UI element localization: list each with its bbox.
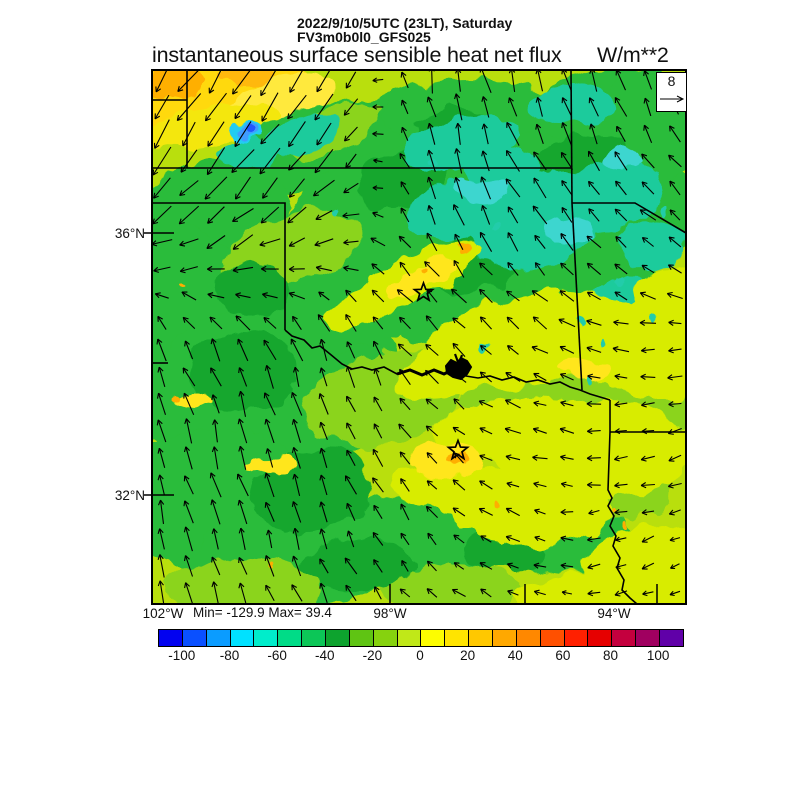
minmax-stats: Min= -129.9 Max= 39.4 [193,605,332,620]
colorbar-tick-label: -100 [168,648,196,663]
lon-label: 98°W [373,606,407,621]
colorbar-segment [469,630,494,646]
colorbar-segment [636,630,661,646]
colorbar-tick-label: -20 [362,648,383,663]
colorbar-segment [564,630,589,646]
colorbar [158,629,684,647]
heatflux-map [144,69,687,605]
colorbar-tick-label: 40 [507,648,523,663]
wind-reference-box: 8 [656,72,687,112]
colorbar-segment [540,630,565,646]
colorbar-segment [445,630,470,646]
colorbar-segment [588,630,613,646]
colorbar-tick-label: -40 [314,648,335,663]
plot-title: instantaneous surface sensible heat net … [152,43,562,67]
colorbar-tick-label: 0 [416,648,424,663]
axis-ticks [144,232,658,604]
colorbar-segment [182,630,207,646]
map-frame [151,69,687,605]
model-name-line: FV3m0b0l0_GFS025 [297,29,431,45]
colorbar-segment [516,630,541,646]
colorbar-segment [349,630,374,646]
colorbar-segment [421,630,446,646]
colorbar-segment [278,630,303,646]
color-field [152,70,686,604]
colorbar-segment [326,630,350,646]
colorbar-tick-label: 20 [460,648,476,663]
lon-label: 102°W [142,606,184,621]
colorbar-tick-label: -60 [267,648,287,663]
colorbar-tick-label: 80 [603,648,619,663]
colorbar-segment [159,630,183,646]
map-canvas [144,69,687,605]
city-star-markers [412,280,470,461]
colorbar-tick-label: -80 [219,648,240,663]
plot-units: W/m**2 [597,43,669,67]
wind-vector-arrows [152,70,683,604]
lat-label: 36°N [114,226,145,241]
wind-reference-value: 8 [667,73,676,89]
colorbar-tick-label: 60 [555,648,571,663]
colorbar-segment [612,630,637,646]
colorbar-segment [493,630,517,646]
colorbar-segment [206,630,231,646]
colorbar-segment [254,630,279,646]
valid-time-line: 2022/9/10/5UTC (23LT), Saturday [297,15,513,31]
lake-shape [444,353,473,381]
colorbar-segment [373,630,398,646]
colorbar-segment [230,630,255,646]
colorbar-segment [660,630,683,646]
lat-label: 32°N [114,488,145,503]
colorbar-segment [397,630,422,646]
wind-reference-arrow-icon [659,95,684,103]
lon-label: 94°W [597,606,631,621]
colorbar-tick-label: 100 [646,648,670,663]
colorbar-segment [302,630,327,646]
